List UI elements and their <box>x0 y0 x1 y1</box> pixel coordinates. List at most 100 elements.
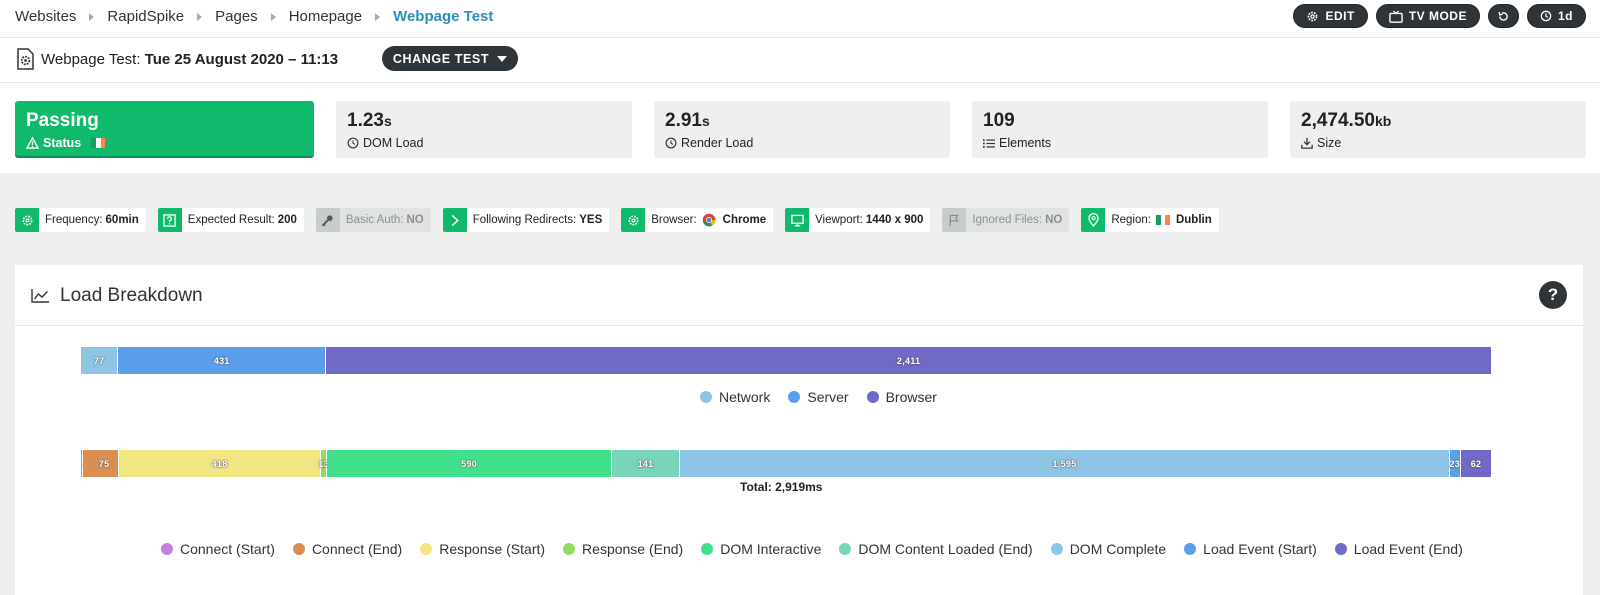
ignored-files-value: NO <box>1045 214 1063 226</box>
caret-down-icon <box>497 55 508 62</box>
bar-segment-load-event-end[interactable]: 62 <box>1461 450 1492 477</box>
browser-value: Chrome <box>722 214 767 226</box>
region-chip: Region: Dublin <box>1081 208 1219 232</box>
frequency-chip: Frequency: 60min <box>15 208 146 232</box>
basic-auth-value: NO <box>406 214 424 226</box>
bar-segment-browser[interactable]: 2,411 <box>326 347 1491 374</box>
change-test-button[interactable]: CHANGE TEST <box>382 46 518 71</box>
clock-icon <box>665 137 677 149</box>
expected-result-chip: Expected Result: 200 <box>157 208 304 232</box>
dom-load-unit: s <box>383 113 392 129</box>
tv-mode-button[interactable]: TV MODE <box>1375 4 1480 28</box>
size-unit: kb <box>1374 113 1392 129</box>
bar-segment-load-event-start[interactable]: 23 <box>1449 450 1462 477</box>
legend-item-load-event-start[interactable]: Load Event (Start) <box>1184 541 1317 557</box>
bar-segment-response-end[interactable]: 13 <box>318 450 329 477</box>
legend-label: Response (End) <box>582 541 684 557</box>
legend-dot-icon <box>1184 543 1197 555</box>
overview-legend: Network Server Browser <box>700 389 937 405</box>
expected-result-value: 200 <box>277 214 297 226</box>
bar-segment-value: 590 <box>461 458 478 469</box>
timing-legend: Connect (Start) Connect (End) Response (St… <box>161 541 1463 557</box>
legend-label: Server <box>807 389 849 405</box>
legend-item-server[interactable]: Server <box>788 389 849 405</box>
legend-item-response-start[interactable]: Response (Start) <box>420 541 545 557</box>
tv-mode-label: TV MODE <box>1408 9 1467 23</box>
elements-card: 109 Elements <box>972 101 1268 158</box>
legend-item-dom-interactive[interactable]: DOM Interactive <box>701 541 821 557</box>
basic-auth-label: Basic Auth: <box>345 214 404 226</box>
legend-item-dom-complete[interactable]: DOM Complete <box>1050 541 1166 557</box>
refresh-button[interactable] <box>1487 4 1519 28</box>
elements-label: Elements <box>999 136 1052 150</box>
following-redirects-value: YES <box>579 214 603 226</box>
legend-item-connect-end[interactable]: Connect (End) <box>292 541 402 557</box>
edit-button[interactable]: EDIT <box>1293 4 1368 28</box>
legend-dot-icon <box>420 543 433 555</box>
chrome-logo-icon <box>702 213 715 227</box>
time-range-button[interactable]: 1d <box>1526 4 1586 28</box>
legend-dot-icon <box>292 543 305 555</box>
bar-segment-dom-content-loaded-end[interactable]: 141 <box>612 450 681 477</box>
following-redirects-chip: Following Redirects: YES <box>442 208 610 232</box>
bar-segment-network[interactable]: 77 <box>81 347 119 374</box>
panel-header: Load Breakdown ? <box>15 265 1583 326</box>
bar-segment-value: 141 <box>637 458 654 469</box>
legend-item-network[interactable]: Network <box>700 389 770 405</box>
render-load-card: 2.91s Render Load <box>654 101 950 158</box>
bar-segment-dom-complete[interactable]: 1,595 <box>680 450 1450 477</box>
breadcrumb-websites[interactable]: Websites <box>15 8 77 25</box>
legend-item-response-end[interactable]: Response (End) <box>563 541 683 557</box>
viewport-chip: Viewport: 1440 x 900 <box>785 208 931 232</box>
breadcrumb-homepage[interactable]: Homepage <box>288 8 363 25</box>
time-range-label: 1d <box>1557 9 1573 23</box>
legend-label: DOM Interactive <box>720 541 822 557</box>
legend-item-load-event-end[interactable]: Load Event (End) <box>1334 541 1463 557</box>
download-icon <box>1301 137 1313 149</box>
breadcrumb-separator-icon <box>375 12 381 21</box>
dom-load-label: DOM Load <box>363 136 424 150</box>
bar-segment-server[interactable]: 431 <box>118 347 327 374</box>
breadcrumb-rapidspike[interactable]: RapidSpike <box>107 8 185 25</box>
legend-dot-icon <box>788 391 801 403</box>
bar-segment-dom-interactive[interactable]: 590 <box>327 450 613 477</box>
legend-dot-icon <box>700 391 712 403</box>
breadcrumb-current: Webpage Test <box>393 8 494 25</box>
viewport-value: 1440 x 900 <box>865 214 924 226</box>
change-test-label: CHANGE TEST <box>392 51 490 66</box>
top-actions: EDIT TV MODE 1d <box>1293 4 1586 28</box>
warning-icon <box>26 137 39 149</box>
ignored-files-chip: Ignored Files: NO <box>942 208 1070 232</box>
refresh-icon <box>1498 11 1508 21</box>
overview-stacked-bar: 77 431 2,411 <box>81 347 1491 374</box>
test-title: Webpage Test: Tue 25 August 2020 – 11:13 <box>41 51 338 68</box>
legend-label: Response (Start) <box>439 541 546 557</box>
legend-label: Browser <box>885 389 937 405</box>
following-redirects-label: Following Redirects: <box>472 214 577 226</box>
breadcrumb-separator-icon <box>89 12 95 21</box>
test-title-label: Webpage Test: <box>41 51 141 68</box>
legend-dot-icon <box>1050 543 1063 555</box>
total-label: Total: 2,919ms <box>740 480 823 494</box>
test-date: Tue 25 August 2020 – 11:13 <box>144 51 339 68</box>
basic-auth-chip: Basic Auth: NO <box>315 208 431 232</box>
dom-load-value: 1.23 <box>347 110 384 131</box>
legend-item-connect-start[interactable]: Connect (Start) <box>161 541 275 557</box>
gear-icon <box>1308 11 1318 21</box>
legend-item-dom-content-loaded-end[interactable]: DOM Content Loaded (End) <box>839 541 1033 557</box>
bar-segment-connect-end[interactable]: 75 <box>83 450 120 477</box>
legend-label: DOM Content Loaded (End) <box>858 541 1033 557</box>
legend-label: Network <box>719 389 771 405</box>
top-bar: Websites RapidSpike Pages Homepage Webpa… <box>0 0 1600 38</box>
region-label: Region: <box>1111 214 1151 226</box>
legend-dot-icon <box>701 543 714 555</box>
legend-dot-icon <box>563 543 576 555</box>
gear-icon <box>628 214 639 226</box>
help-button[interactable]: ? <box>1539 281 1567 309</box>
ignored-files-label: Ignored Files: <box>972 214 1043 226</box>
bar-segment-response-start[interactable]: 418 <box>119 450 321 477</box>
legend-item-browser[interactable]: Browser <box>866 389 937 405</box>
breadcrumb-pages[interactable]: Pages <box>215 8 258 25</box>
bar-segment-value: 418 <box>211 458 228 469</box>
